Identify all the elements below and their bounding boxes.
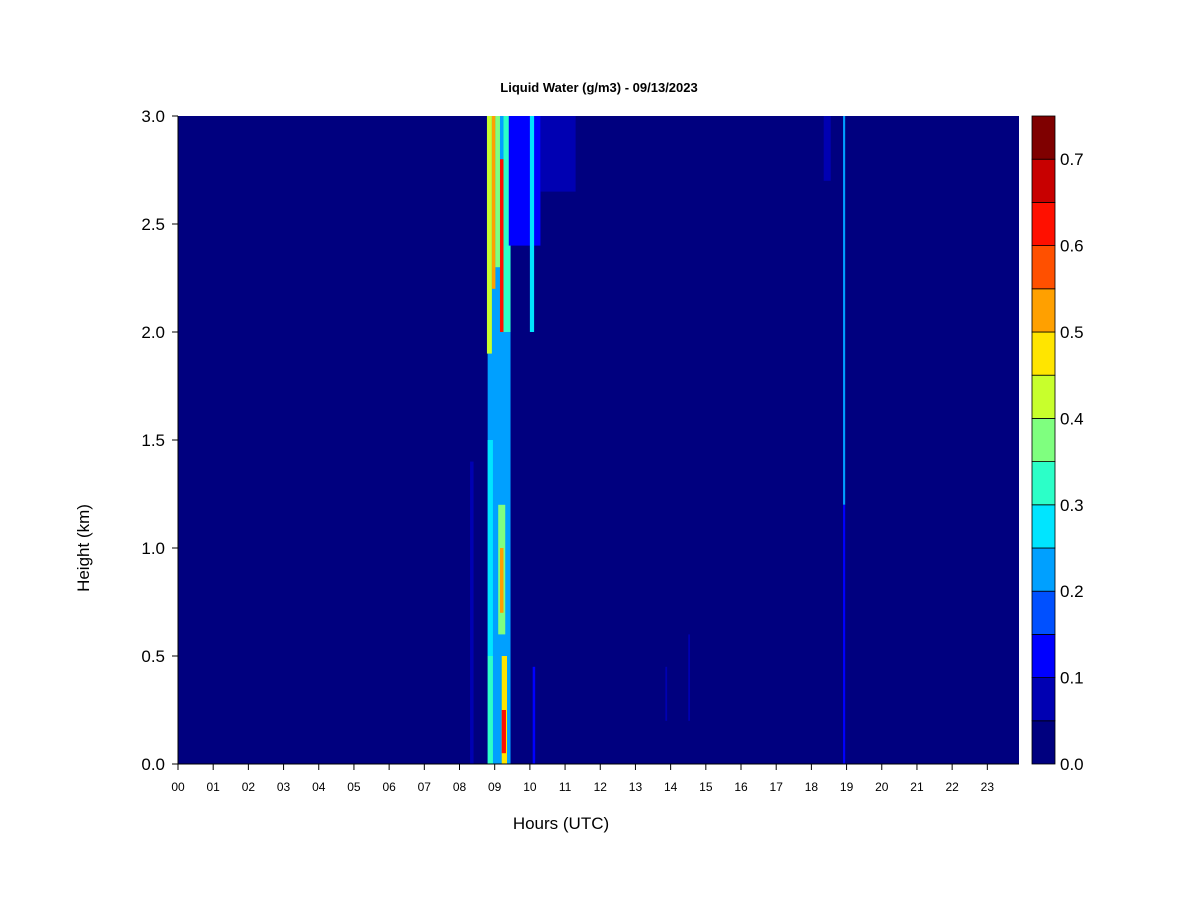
x-tick-label: 20 — [875, 780, 889, 794]
heatmap-cell — [823, 116, 831, 181]
x-tick-label: 23 — [981, 780, 995, 794]
x-tick-label: 02 — [242, 780, 256, 794]
y-tick-label: 1.5 — [141, 431, 165, 450]
x-tick-label: 18 — [805, 780, 819, 794]
x-tick-label: 03 — [277, 780, 291, 794]
plot-area — [178, 116, 1019, 764]
x-axis-label: Hours (UTC) — [513, 814, 609, 833]
colorbar-tick-label: 0.0 — [1060, 755, 1084, 774]
x-tick-label: 15 — [699, 780, 713, 794]
colorbar-tick-label: 0.1 — [1060, 669, 1084, 688]
colorbar-swatch — [1031, 461, 1056, 506]
heatmap-cell — [529, 116, 535, 332]
colorbar-swatch — [1031, 158, 1056, 203]
colorbar-swatch — [1031, 504, 1056, 549]
heatmap-cell — [499, 548, 504, 613]
x-tick-label: 05 — [347, 780, 361, 794]
x-tick-label: 01 — [207, 780, 221, 794]
y-axis: 0.0 0.5 1.0 1.5 2.0 2.5 3.0 — [141, 107, 179, 774]
x-tick-label: 07 — [418, 780, 432, 794]
chart-title: Liquid Water (g/m3) - 09/13/2023 — [500, 80, 697, 95]
x-tick-label: 19 — [840, 780, 854, 794]
heatmap-cell — [501, 710, 506, 754]
colorbar-tick-label: 0.2 — [1060, 582, 1084, 601]
colorbar-swatch — [1031, 288, 1056, 333]
colorbar-swatch — [1031, 115, 1056, 160]
y-tick-label: 0.0 — [141, 755, 165, 774]
x-tick-label: 10 — [523, 780, 537, 794]
x-tick-label: 09 — [488, 780, 502, 794]
heatmap-cell — [499, 159, 504, 332]
heatmap-cell — [540, 116, 576, 192]
heatmap-cell — [487, 656, 493, 764]
heatmap-cell — [665, 666, 668, 721]
colorbar-swatch — [1031, 634, 1056, 679]
colorbar-tick-label: 0.4 — [1060, 409, 1084, 428]
x-tick-label: 08 — [453, 780, 467, 794]
x-tick-label: 17 — [770, 780, 784, 794]
heatmap-cell — [491, 116, 496, 289]
colorbar-swatch — [1031, 677, 1056, 722]
colorbar-swatch — [1031, 245, 1056, 290]
colorbar-swatch — [1031, 201, 1056, 246]
x-tick-label: 21 — [910, 780, 924, 794]
x-tick-label: 11 — [559, 780, 572, 794]
heatmap-cell — [843, 504, 846, 764]
heatmap-cell — [532, 666, 536, 764]
x-tick-label: 06 — [382, 780, 396, 794]
y-tick-label: 2.0 — [141, 323, 165, 342]
x-tick-label: 16 — [734, 780, 748, 794]
colorbar-swatch — [1031, 720, 1056, 765]
colorbar-tick-label: 0.6 — [1060, 237, 1084, 256]
heatmap-cell — [470, 461, 474, 764]
colorbar: 0.0 0.1 0.2 0.3 0.4 0.5 0.6 0.7 — [1031, 115, 1084, 774]
colorbar-tick-label: 0.7 — [1060, 150, 1084, 169]
colorbar-swatch — [1031, 374, 1056, 419]
heatmap-cell — [486, 116, 492, 354]
colorbar-tick-label: 0.5 — [1060, 323, 1084, 342]
x-tick-label: 13 — [629, 780, 643, 794]
heatmap-cell — [495, 116, 500, 268]
x-tick-label: 22 — [945, 780, 959, 794]
heatmap-cell — [843, 116, 846, 505]
heatmap-cell — [503, 116, 511, 332]
heatmap-background — [178, 116, 1019, 764]
colorbar-swatch — [1031, 590, 1056, 635]
colorbar-tick-label: 0.3 — [1060, 496, 1084, 515]
colorbar-swatch — [1031, 547, 1056, 592]
y-axis-label: Height (km) — [74, 504, 93, 592]
y-tick-label: 1.0 — [141, 539, 165, 558]
x-tick-label: 04 — [312, 780, 326, 794]
y-tick-label: 0.5 — [141, 647, 165, 666]
x-tick-label: 14 — [664, 780, 678, 794]
x-tick-label: 00 — [171, 780, 185, 794]
colorbar-swatch — [1031, 417, 1056, 462]
heatmap-cell — [688, 634, 690, 721]
colorbar-swatch — [1031, 331, 1056, 376]
x-tick-label: 12 — [594, 780, 608, 794]
y-tick-label: 2.5 — [141, 215, 165, 234]
heatmap-cell — [487, 440, 493, 656]
y-tick-label: 3.0 — [141, 107, 165, 126]
x-axis: 00 01 02 03 04 05 06 07 08 09 10 11 12 13 14 15 16 17 18 19… — [171, 763, 1019, 794]
heatmap-cell — [508, 116, 541, 246]
